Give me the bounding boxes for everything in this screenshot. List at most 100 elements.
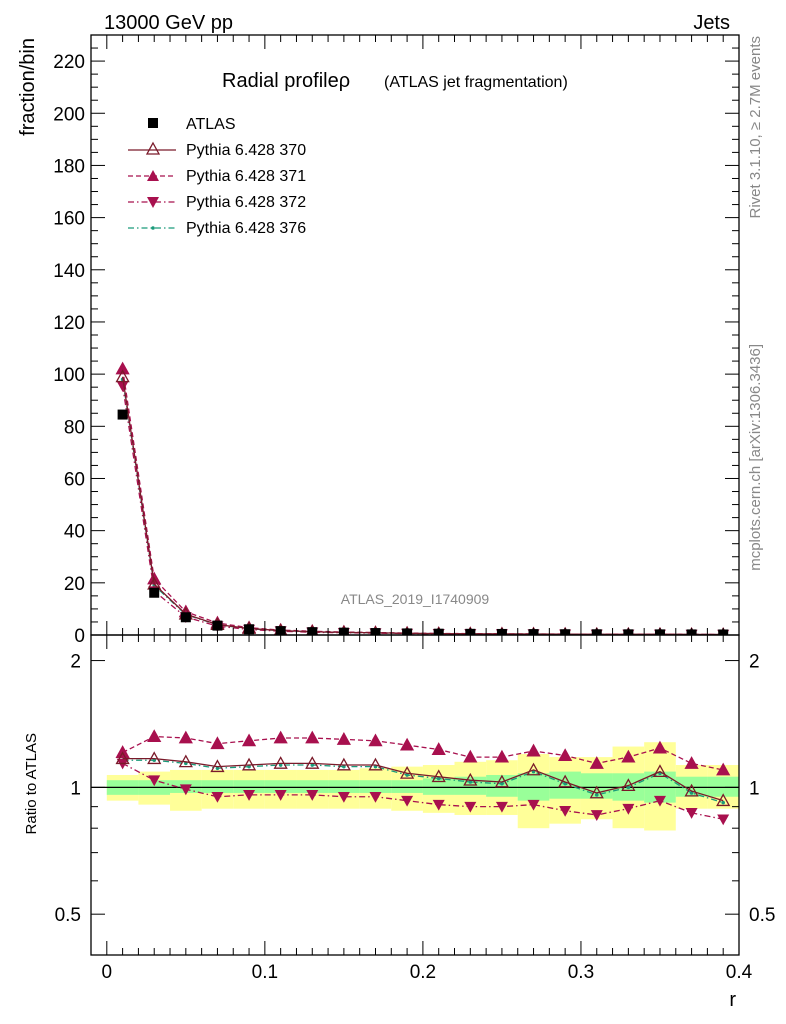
- y-tick-label: 40: [64, 522, 85, 543]
- ratio-point-371: [336, 732, 351, 745]
- ratio-point-376: [500, 781, 504, 786]
- ratio-point-372: [527, 799, 540, 811]
- ratio-y-tick-label: 2: [70, 652, 81, 673]
- y-axis-label-top: fraction/bin: [17, 38, 39, 136]
- ratio-point-371: [652, 740, 668, 754]
- inner-band-bin: [359, 780, 392, 793]
- ratio-point-372: [685, 808, 698, 819]
- data-point-372: [116, 381, 129, 392]
- inner-band-bin: [328, 780, 360, 793]
- y-tick-label: 220: [53, 52, 85, 73]
- ratio-point-370: [558, 774, 573, 788]
- y-tick-label: 60: [64, 469, 85, 490]
- ratio-point-371: [684, 756, 699, 769]
- y-tick-label: 20: [64, 574, 85, 595]
- y-axis-label-ratio: Ratio to ATLAS: [23, 733, 40, 834]
- ratio-point-372: [243, 790, 256, 801]
- ratio-point-372: [464, 801, 477, 813]
- ratio-point-371: [526, 743, 541, 757]
- ratio-point-376: [594, 793, 599, 797]
- ratio-point-370: [716, 793, 731, 807]
- legend-label-370: Pythia 6.428 370: [186, 142, 306, 159]
- y-tick-label: 100: [53, 365, 85, 386]
- ratio-plot-area: [91, 729, 739, 826]
- uncertainty-bands: [106, 742, 739, 831]
- legend-entry-atlas: ATLAS: [148, 116, 236, 133]
- ratio-point-371: [241, 733, 257, 747]
- inner-band-bin: [201, 780, 234, 793]
- axes: 0 20 40 60 80 100 120 140 160 180 200 220 0 0.1 0.2 0.3…: [53, 34, 775, 983]
- energy-label: 13000 GeV pp: [104, 12, 233, 34]
- ratio-point-370: [652, 764, 668, 778]
- ratio-line-370: [122, 758, 724, 802]
- ratio-point-371: [178, 730, 193, 744]
- data-point-atlas: [117, 409, 128, 420]
- ratio-line-371: [122, 735, 724, 771]
- ratio-point-370: [210, 759, 225, 773]
- ratio-point-370: [115, 751, 130, 765]
- ratio-point-371: [431, 742, 446, 755]
- ratio-point-371: [273, 730, 288, 744]
- inner-band-bin: [486, 774, 518, 797]
- ratio-point-372: [337, 791, 350, 803]
- legend-marker-atlas: [148, 118, 158, 128]
- ratio-point-371: [716, 762, 731, 776]
- ratio-point-370: [305, 756, 320, 769]
- legend-marker-371: [147, 170, 159, 181]
- ratio-point-372: [495, 801, 508, 813]
- ratio-point-370: [399, 765, 415, 779]
- ratio-point-371: [368, 733, 383, 747]
- ratio-point-371: [558, 748, 573, 761]
- legend-label-atlas: ATLAS: [186, 116, 236, 133]
- ratio-point-370: [336, 757, 351, 771]
- inner-band-bin: [391, 780, 423, 793]
- ratio-point-376: [247, 764, 251, 769]
- ratio-point-370: [684, 783, 699, 797]
- x-tick-label: 0.4: [726, 962, 753, 983]
- ratio-point-376: [626, 785, 631, 790]
- chart-title: Radial profileρ: [222, 70, 350, 92]
- ratio-point-370: [526, 762, 541, 776]
- ratio-y-tick-label-right: 1: [749, 778, 760, 799]
- y-tick-label: 120: [53, 313, 85, 334]
- y-tick-label: 180: [53, 156, 85, 177]
- ratio-point-376: [468, 780, 473, 784]
- legend-entry-372: Pythia 6.428 372: [128, 194, 306, 211]
- ratio-point-372: [179, 784, 192, 796]
- legend-marker-372: [147, 197, 159, 208]
- ratio-point-370: [273, 756, 288, 769]
- legend: ATLAS Pythia 6.428 370 Pythia 6.428 371 …: [128, 116, 306, 237]
- y-tick-label: 200: [53, 104, 85, 125]
- y-tick-label: 140: [53, 261, 85, 282]
- legend-entry-376: Pythia 6.428 376: [128, 220, 306, 237]
- ratio-point-372: [559, 805, 572, 817]
- ratio-point-370: [368, 757, 383, 771]
- ratio-point-372: [622, 803, 635, 815]
- inner-band-bin: [233, 780, 265, 793]
- ratio-point-370: [431, 769, 446, 783]
- ratio-point-370: [621, 778, 636, 792]
- legend-label-372: Pythia 6.428 372: [186, 194, 306, 211]
- inner-band-bin: [264, 780, 297, 793]
- ratio-point-372: [653, 795, 666, 807]
- ratio-point-376: [689, 791, 694, 795]
- mcplots-label: mcplots.cern.ch [arXiv:1306.3436]: [747, 344, 764, 571]
- legend-label-371: Pythia 6.428 371: [186, 168, 306, 185]
- ratio-point-370: [241, 757, 257, 771]
- ratio-point-372: [369, 791, 382, 803]
- ratio-point-370: [589, 785, 604, 799]
- process-label: Jets: [693, 12, 730, 34]
- ratio-point-370: [494, 774, 510, 788]
- ratio-point-376: [405, 773, 409, 777]
- y-tick-label: 80: [64, 417, 85, 438]
- data-point-370: [115, 369, 130, 383]
- ratio-point-372: [211, 791, 224, 803]
- data-point-371: [115, 361, 130, 375]
- ratio-y-tick-label: 1: [70, 778, 81, 799]
- ratio-point-376: [721, 800, 725, 805]
- x-tick-label: 0.3: [568, 962, 594, 983]
- ratio-point-372: [717, 814, 730, 826]
- legend-entry-370: Pythia 6.428 370: [128, 141, 306, 159]
- ratio-point-371: [463, 749, 478, 763]
